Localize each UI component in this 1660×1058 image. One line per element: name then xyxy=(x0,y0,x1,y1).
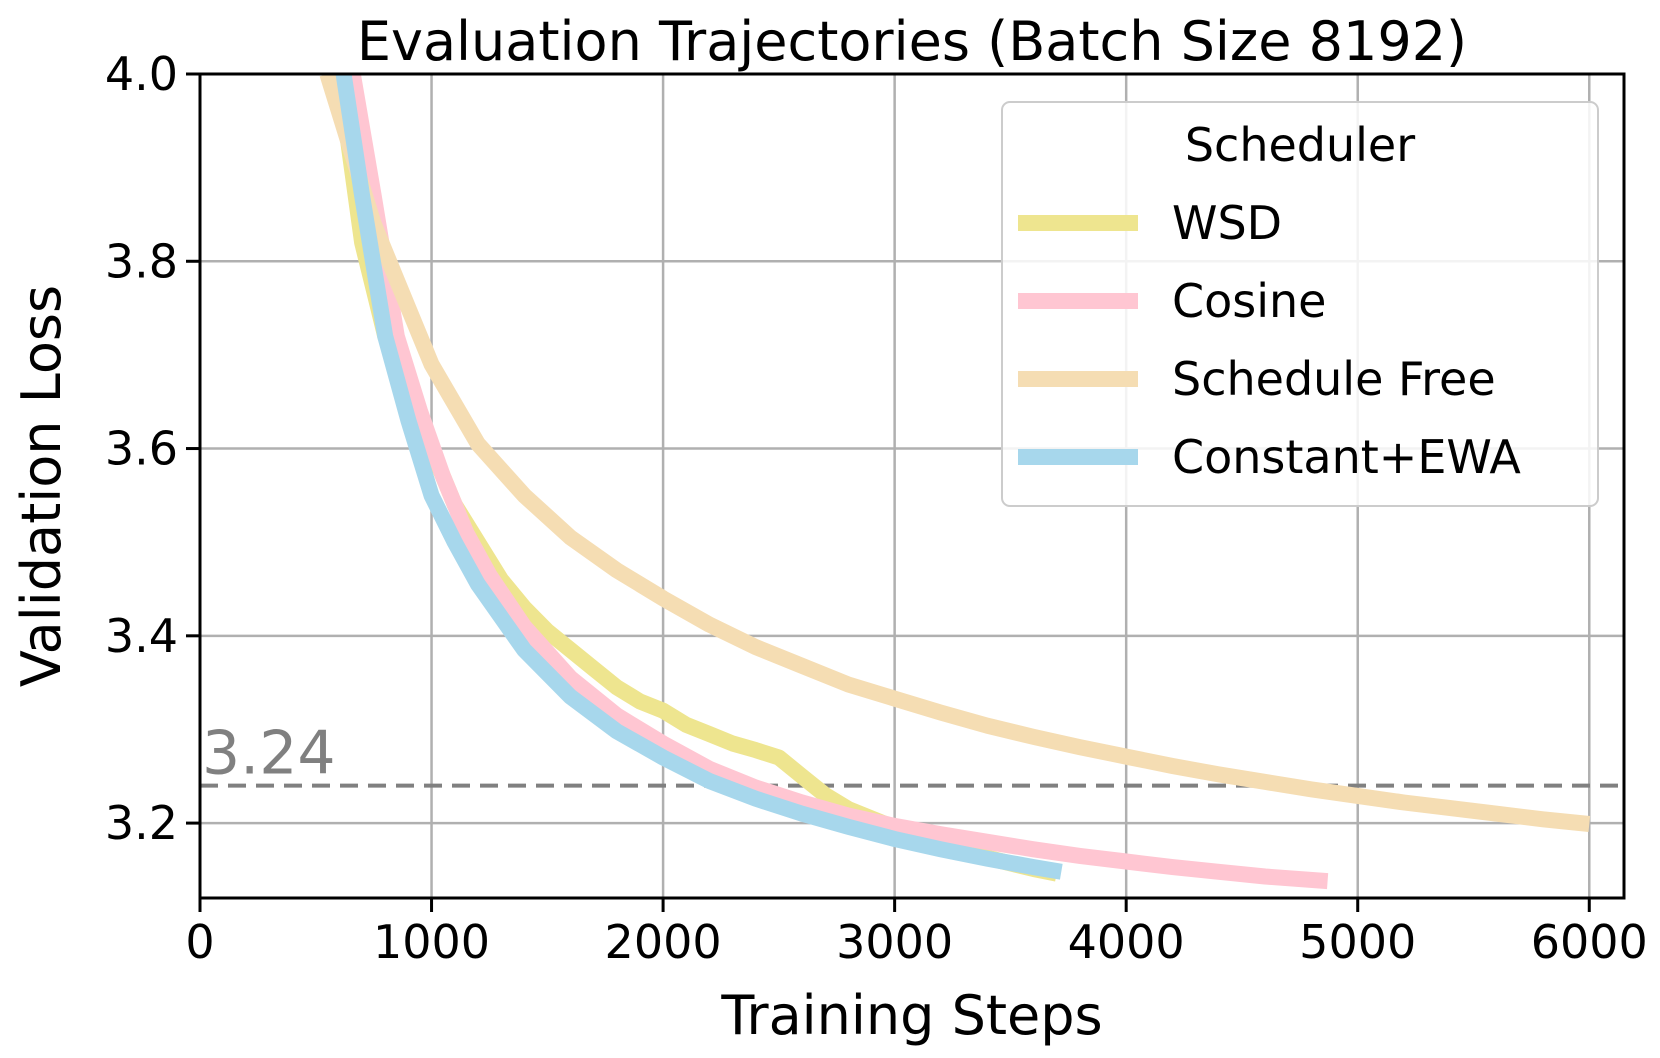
legend-box xyxy=(1001,101,1599,507)
series-line-cosine xyxy=(344,74,1329,890)
y-tick-label: 3.6 xyxy=(105,422,178,476)
chart-title: Evaluation Trajectories (Batch Size 8192… xyxy=(357,10,1467,73)
legend: Scheduler WSD Cosine Schedule Free Constant… xyxy=(1001,101,1599,507)
series-line-constant-ewa xyxy=(335,74,1063,880)
x-tick-label: 4000 xyxy=(1068,915,1185,969)
y-tick-label: 3.8 xyxy=(105,234,178,288)
x-tick-label: 2000 xyxy=(605,915,722,969)
legend-label-constant-ewa: Constant+EWA xyxy=(1172,430,1521,484)
reference-line-label: 3.24 xyxy=(202,719,336,789)
plot-frame xyxy=(198,72,1626,900)
x-tick-label: 1000 xyxy=(373,915,490,969)
x-tick-label: 5000 xyxy=(1299,915,1416,969)
x-axis-title: Training Steps xyxy=(720,984,1102,1047)
legend-label-cosine: Cosine xyxy=(1172,274,1326,328)
x-tick-label: 3000 xyxy=(836,915,953,969)
x-tick-label: 6000 xyxy=(1531,915,1648,969)
series-group xyxy=(319,74,1591,890)
x-tick-label: 0 xyxy=(185,915,214,969)
legend-title: Scheduler xyxy=(1185,118,1415,172)
ticks: 0 1000 2000 3000 4000 5000 6000 3.2 3.4 3.6 3.8 4.0 xyxy=(105,47,1648,969)
legend-label-wsd: WSD xyxy=(1172,196,1282,250)
y-tick-label: 4.0 xyxy=(105,47,178,101)
series-line-schedule-free xyxy=(319,74,1591,832)
legend-label-schedule-free: Schedule Free xyxy=(1172,352,1496,406)
y-tick-label: 3.4 xyxy=(105,609,178,663)
y-tick-label: 3.2 xyxy=(105,796,178,850)
y-axis-title: Validation Loss xyxy=(10,285,73,687)
